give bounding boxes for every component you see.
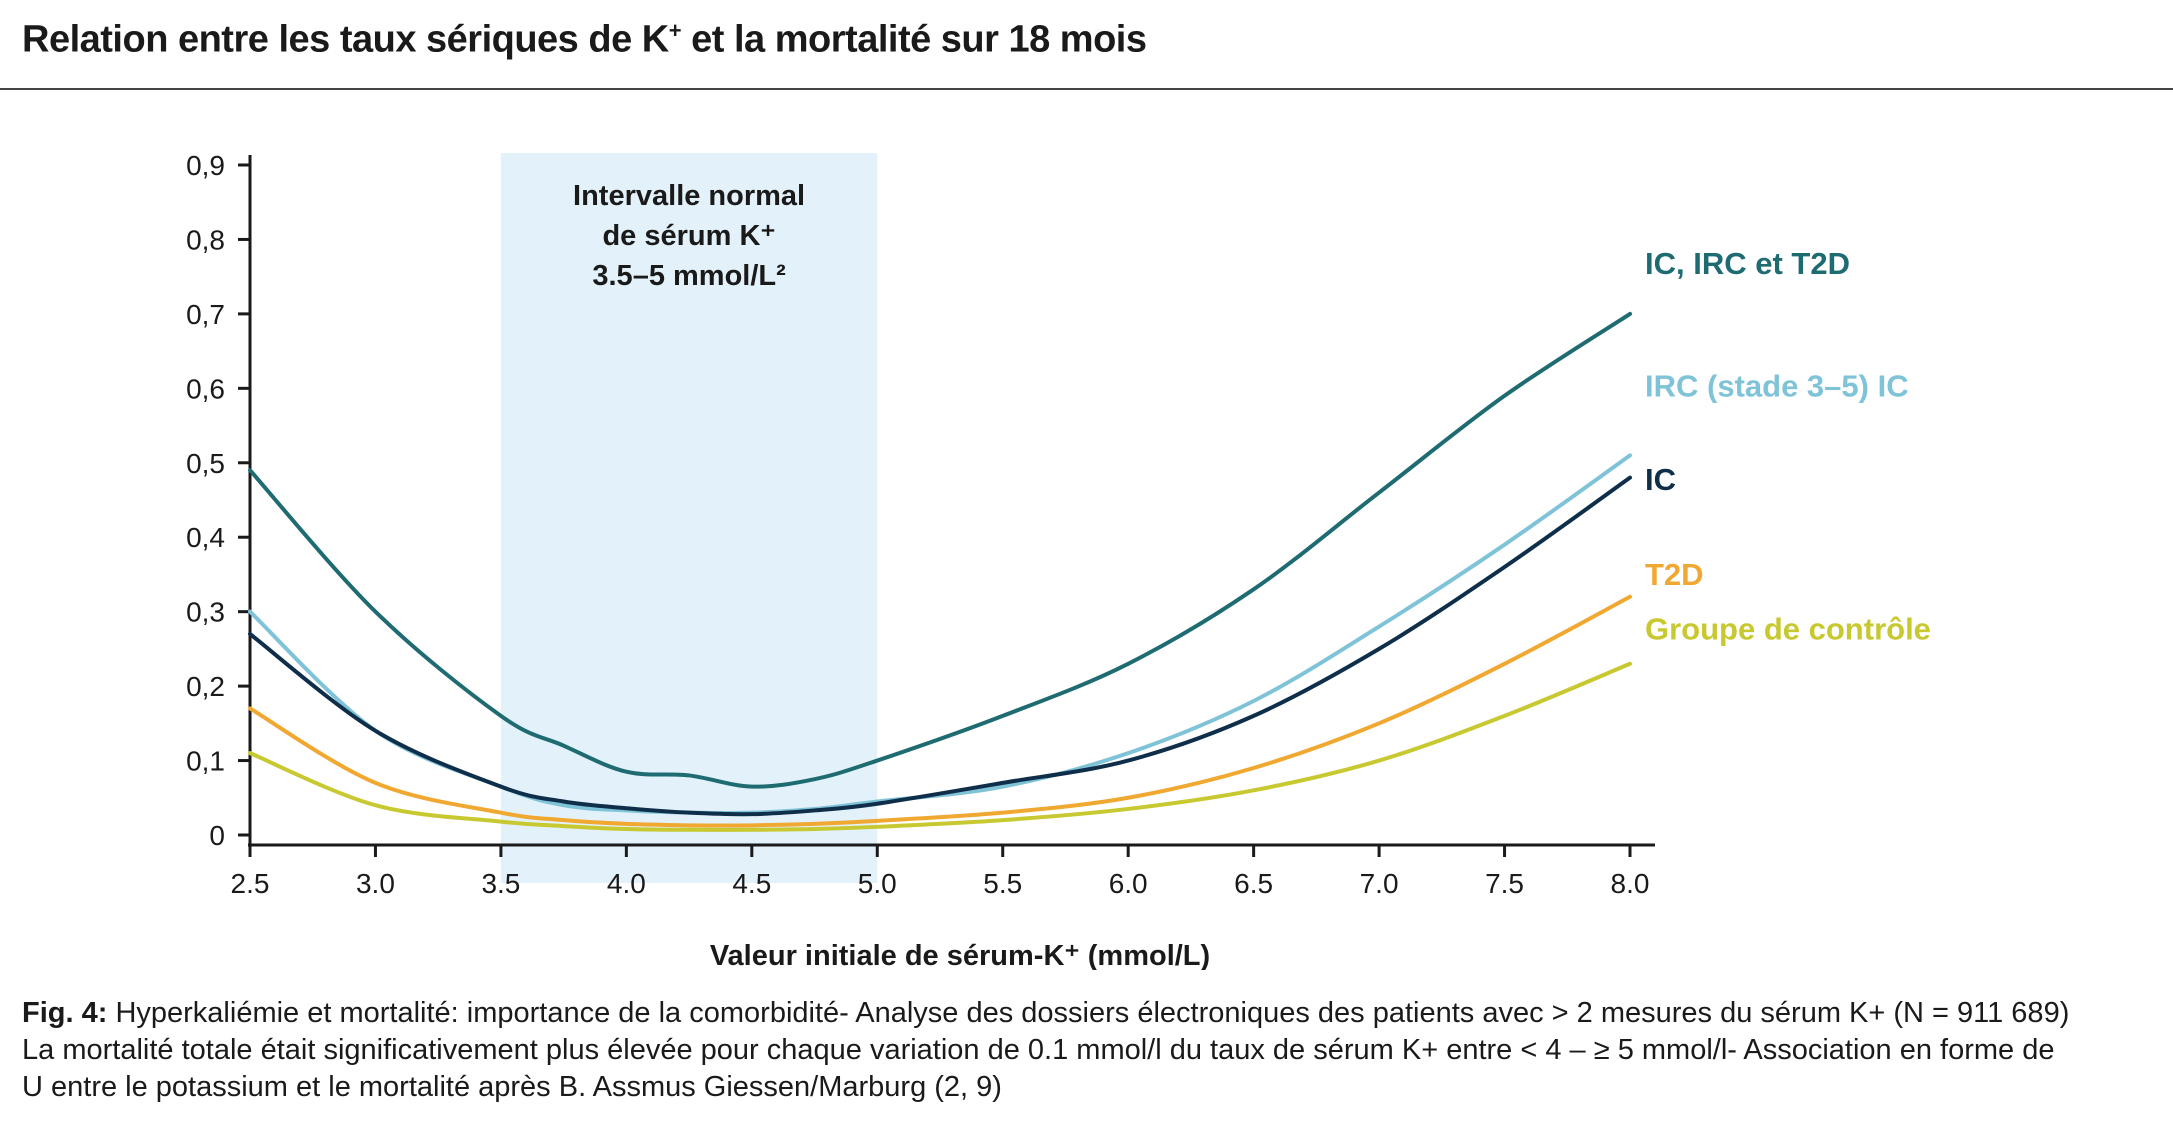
figure-caption: Fig. 4: Hyperkaliémie et mortalité: impo… — [22, 995, 2152, 1106]
x-tick-label: 3.5 — [481, 868, 520, 899]
series-line-3 — [248, 594, 1632, 828]
x-tick-label: 2.5 — [231, 868, 270, 899]
x-tick-label: 4.0 — [607, 868, 646, 899]
series-label-2: IC — [1645, 462, 1676, 497]
figure-header: Relation entre les taux sériques de K+ e… — [0, 0, 2173, 90]
x-tick-label: 5.0 — [858, 868, 897, 899]
series-label-0: IC, IRC et T2D — [1645, 246, 1850, 281]
series-line-0 — [248, 311, 1632, 789]
caption-label: Fig. 4: — [22, 997, 108, 1029]
x-tick-label: 7.5 — [1485, 868, 1524, 899]
y-tick-label: 0,2 — [186, 671, 225, 702]
band-label-line: Intervalle normal — [573, 180, 805, 212]
x-tick-label: 7.0 — [1360, 868, 1399, 899]
series-line-4 — [248, 661, 1632, 832]
series-label-4: Groupe de contrôle — [1645, 612, 1931, 647]
y-tick-label: 0,5 — [186, 448, 225, 479]
band-label-line: de sérum K⁺ — [602, 220, 775, 252]
y-tick-label: 0,8 — [186, 224, 225, 255]
x-tick-label: 6.0 — [1109, 868, 1148, 899]
x-tick-label: 8.0 — [1611, 868, 1650, 899]
y-tick-label: 0,3 — [186, 597, 225, 628]
x-tick-label: 5.5 — [983, 868, 1022, 899]
y-tick-label: 0,9 — [186, 150, 225, 181]
y-tick-label: 0,1 — [186, 746, 225, 777]
y-tick-label: 0 — [209, 820, 225, 851]
series-line-1 — [248, 453, 1632, 816]
y-tick-label: 0,4 — [186, 522, 225, 553]
x-axis-label: Valeur initiale de sérum-K⁺ (mmol/L) — [710, 940, 1210, 970]
normal-range-band — [500, 153, 878, 883]
y-tick-label: 0,6 — [186, 373, 225, 404]
band-label-line: 3.5–5 mmol/L² — [592, 260, 786, 292]
figure-title: Relation entre les taux sériques de K+ e… — [22, 18, 1147, 61]
series-label-1: IRC (stade 3–5) IC — [1645, 369, 1909, 404]
series-line-2 — [248, 475, 1632, 817]
mortality-line-chart: Intervalle normal de sérum K⁺ 3.5–5 mmol/L… — [186, 150, 1931, 970]
x-tick-label: 4.5 — [732, 868, 771, 899]
caption-line-2: La mortalité totale était significativem… — [22, 1034, 2055, 1066]
y-tick-label: 0,7 — [186, 299, 225, 330]
x-tick-label: 3.0 — [356, 868, 395, 899]
x-tick-label: 6.5 — [1234, 868, 1273, 899]
series-label-3: T2D — [1645, 557, 1704, 592]
caption-line-1: Hyperkaliémie et mortalité: importance d… — [107, 997, 2070, 1029]
caption-line-3: U entre le potassium et le mortalité apr… — [22, 1071, 1002, 1103]
